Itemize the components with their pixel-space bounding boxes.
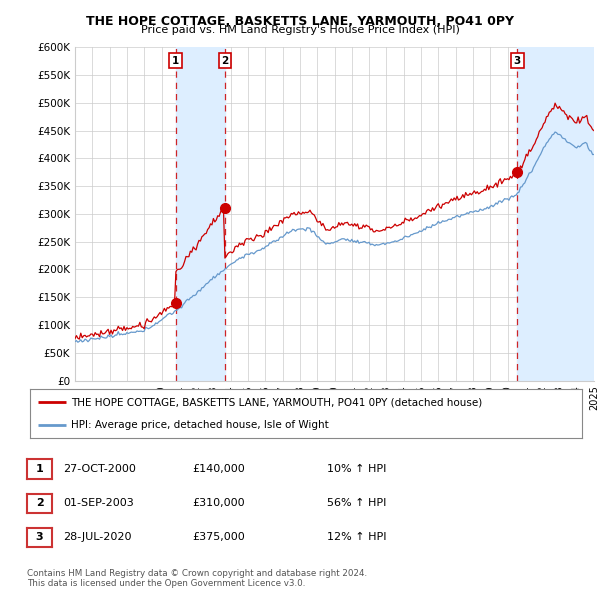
Text: 3: 3 [36, 533, 43, 542]
Text: 12% ↑ HPI: 12% ↑ HPI [327, 533, 386, 542]
Text: 28-JUL-2020: 28-JUL-2020 [63, 533, 131, 542]
Text: 01-SEP-2003: 01-SEP-2003 [63, 499, 134, 508]
Text: 10% ↑ HPI: 10% ↑ HPI [327, 464, 386, 474]
Text: HPI: Average price, detached house, Isle of Wight: HPI: Average price, detached house, Isle… [71, 419, 329, 430]
Text: 1: 1 [172, 55, 179, 65]
Text: 1: 1 [36, 464, 43, 474]
Text: 56% ↑ HPI: 56% ↑ HPI [327, 499, 386, 508]
Bar [517, 47, 594, 381]
Text: £310,000: £310,000 [192, 499, 245, 508]
Text: Price paid vs. HM Land Registry's House Price Index (HPI): Price paid vs. HM Land Registry's House … [140, 25, 460, 35]
Text: 2: 2 [36, 499, 43, 508]
Bar [176, 47, 225, 381]
Text: 27-OCT-2000: 27-OCT-2000 [63, 464, 136, 474]
Text: THE HOPE COTTAGE, BASKETTS LANE, YARMOUTH, PO41 0PY (detached house): THE HOPE COTTAGE, BASKETTS LANE, YARMOUT… [71, 398, 482, 408]
Text: THE HOPE COTTAGE, BASKETTS LANE, YARMOUTH, PO41 0PY: THE HOPE COTTAGE, BASKETTS LANE, YARMOUT… [86, 15, 514, 28]
Text: £375,000: £375,000 [192, 533, 245, 542]
Text: 3: 3 [514, 55, 521, 65]
Text: 2: 2 [221, 55, 229, 65]
Text: £140,000: £140,000 [192, 464, 245, 474]
Text: Contains HM Land Registry data © Crown copyright and database right 2024.
This d: Contains HM Land Registry data © Crown c… [27, 569, 367, 588]
